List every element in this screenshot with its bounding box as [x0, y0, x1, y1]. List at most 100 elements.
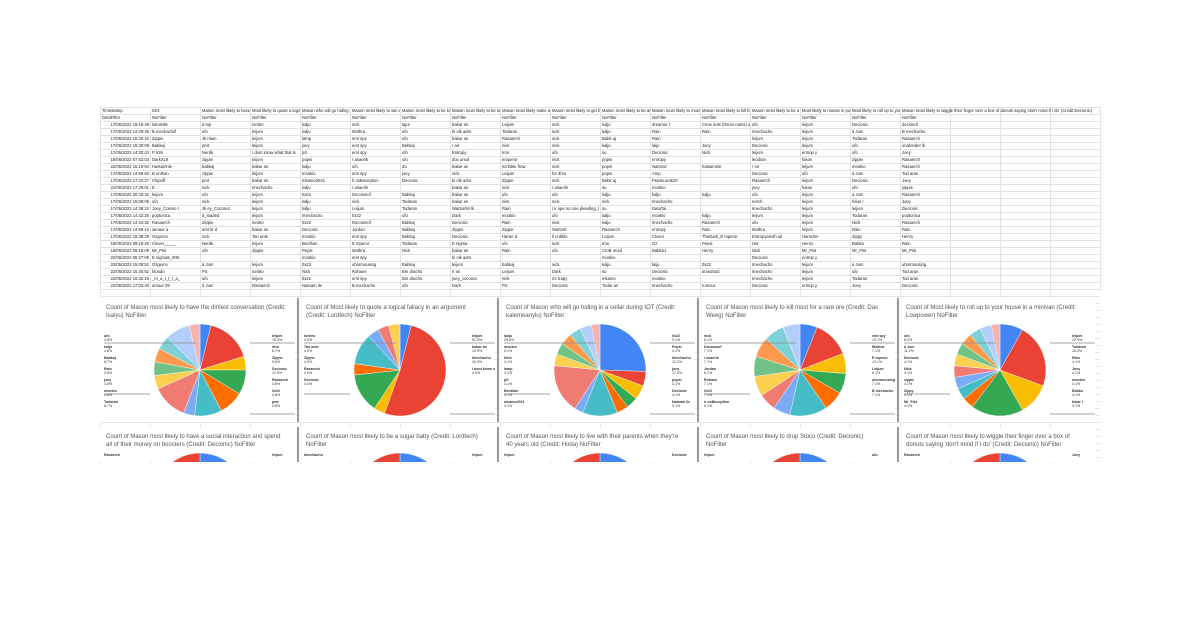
cell[interactable]: Rain — [500, 247, 551, 255]
empty-cell[interactable] — [950, 261, 1001, 269]
cell[interactable]: Joey_Cosmo t — [150, 205, 201, 213]
cell[interactable]: 22/05/2022 05:27:06 — [100, 254, 151, 262]
cell[interactable]: Babkaj — [400, 233, 451, 241]
cell[interactable]: Zippie — [150, 135, 201, 143]
cell[interactable]: Mason most likely to be at spawn — [600, 107, 651, 115]
cell[interactable]: Chipoff — [150, 177, 201, 185]
cell[interactable]: laiju — [650, 142, 701, 150]
cell[interactable]: Zippie — [500, 177, 551, 185]
cell[interactable]: leijum — [250, 212, 301, 220]
cell[interactable]: leijum — [150, 191, 201, 199]
cell[interactable]: mookio — [650, 275, 701, 283]
cell[interactable]: ufo — [850, 142, 901, 150]
pie-chart[interactable]: Count of Mason most likely to wiggle the… — [900, 427, 1095, 462]
cell[interactable]: à Jum — [850, 191, 901, 199]
cell[interactable]: Leijum — [350, 205, 401, 213]
cell[interactable]: Imechacho — [750, 128, 801, 136]
cell[interactable]: nick — [500, 198, 551, 206]
cell[interactable]: nick — [450, 170, 501, 178]
cell[interactable]: Docosmof — [350, 191, 401, 199]
cell[interactable]: poptonica — [900, 212, 951, 220]
cell[interactable]: HarmZer — [800, 233, 851, 241]
cell[interactable]: nick — [350, 121, 401, 129]
empty-cell[interactable] — [1000, 233, 1051, 241]
cell[interactable]: Most likely to quote a logical fallacy i… — [250, 107, 301, 115]
empty-cell[interactable] — [950, 282, 1001, 290]
empty-cell[interactable] — [1050, 268, 1101, 276]
cell[interactable]: mookio — [650, 212, 701, 220]
cell[interactable]: Zippy — [850, 233, 901, 241]
empty-cell[interactable] — [1050, 177, 1101, 185]
cell[interactable]: PS — [200, 268, 251, 276]
cell[interactable]: Pepsi — [700, 240, 751, 248]
cell[interactable]: ufo — [400, 156, 451, 164]
cell[interactable]: ufo — [550, 149, 601, 157]
cell[interactable] — [650, 254, 701, 262]
cell[interactable] — [700, 177, 751, 185]
cell[interactable]: mkamo — [600, 275, 651, 283]
cell[interactable]: Mr_Pist — [900, 247, 951, 255]
empty-cell[interactable] — [1000, 247, 1051, 255]
cell[interactable]: decionof — [900, 121, 951, 129]
cell[interactable]: ufo — [400, 135, 451, 143]
cell[interactable]: Imechacho — [750, 275, 801, 283]
empty-cell[interactable] — [1050, 198, 1101, 206]
cell[interactable]: Rasaerch — [900, 191, 951, 199]
pie-chart[interactable]: Count of Most likely to quote a logical … — [300, 298, 495, 422]
cell[interactable]: Nerdk — [200, 149, 251, 157]
cell[interactable]: nick — [550, 219, 601, 227]
pie-slice[interactable] — [599, 452, 646, 462]
cell[interactable]: Wartonfel lk — [450, 205, 501, 213]
cell[interactable]: Ionitro — [250, 121, 301, 129]
pie-chart[interactable]: Count of Most likely to roll up to your … — [900, 298, 1095, 422]
cell[interactable]: Mason most likely to kill for ore — [700, 107, 751, 115]
cell[interactable]: NoFilter — [150, 114, 201, 122]
cell[interactable]: pmt — [200, 177, 251, 185]
cell[interactable]: Todaran — [850, 275, 901, 283]
cell[interactable]: Bm dracho — [400, 275, 451, 283]
cell[interactable]: Hot — [750, 240, 801, 248]
cell[interactable]: 17/05/2022 15:20:10 — [100, 135, 151, 143]
cell[interactable]: 22/05/2022 15:19:54 — [100, 163, 151, 171]
cell[interactable] — [700, 205, 751, 213]
cell[interactable]: Dark — [550, 268, 601, 276]
empty-cell[interactable] — [950, 226, 1001, 234]
cell[interactable]: Zippie — [500, 226, 551, 234]
cell[interactable]: Pepsi — [300, 247, 351, 255]
cell[interactable]: Nick — [400, 247, 451, 255]
cell[interactable]: rumour — [700, 282, 751, 290]
cell[interactable]: entrop y — [800, 254, 851, 262]
cell[interactable]: Todaran — [400, 240, 451, 248]
cell[interactable]: à Jum — [200, 261, 251, 269]
cell[interactable]: leijum — [750, 149, 801, 157]
cell[interactable]: Rasaerch — [900, 135, 951, 143]
cell[interactable]: Babkaj — [400, 226, 451, 234]
cell[interactable]: Decionic — [750, 254, 801, 262]
cell[interactable]: kalju — [600, 128, 651, 136]
cell[interactable]: laiju — [650, 261, 701, 269]
cell[interactable]: Decionic — [900, 205, 951, 213]
cell[interactable]: Mr_Pist — [850, 247, 901, 255]
empty-cell[interactable] — [1000, 282, 1051, 290]
cell[interactable]: CroB mouf — [600, 247, 651, 255]
cell[interactable]: Rain — [650, 128, 701, 136]
empty-cell[interactable] — [1000, 142, 1051, 150]
empty-cell[interactable] — [950, 177, 1001, 185]
cell[interactable]: Imechacho — [650, 198, 701, 206]
cell[interactable]: 18/05/2022 09:18:09 — [100, 247, 151, 255]
cell[interactable]: uhormousing — [350, 261, 401, 269]
cell[interactable]: pS — [300, 149, 351, 157]
cell[interactable]: à Jum — [850, 170, 901, 178]
empty-cell[interactable] — [1050, 233, 1101, 241]
cell[interactable]: emt spy — [350, 275, 401, 283]
cell[interactable]: Mason most likely to be kicked — [400, 107, 451, 115]
cell[interactable]: Joey — [850, 282, 901, 290]
empty-cell[interactable] — [1000, 212, 1051, 220]
pie-slice[interactable] — [599, 323, 647, 372]
cell[interactable]: ufo — [800, 170, 851, 178]
cell[interactable]: nick — [550, 177, 601, 185]
cell[interactable]: Rain — [700, 226, 751, 234]
cell[interactable]: bakar an — [450, 191, 501, 199]
cell[interactable]: kalju — [700, 212, 751, 220]
cell[interactable]: leijum — [800, 142, 851, 150]
